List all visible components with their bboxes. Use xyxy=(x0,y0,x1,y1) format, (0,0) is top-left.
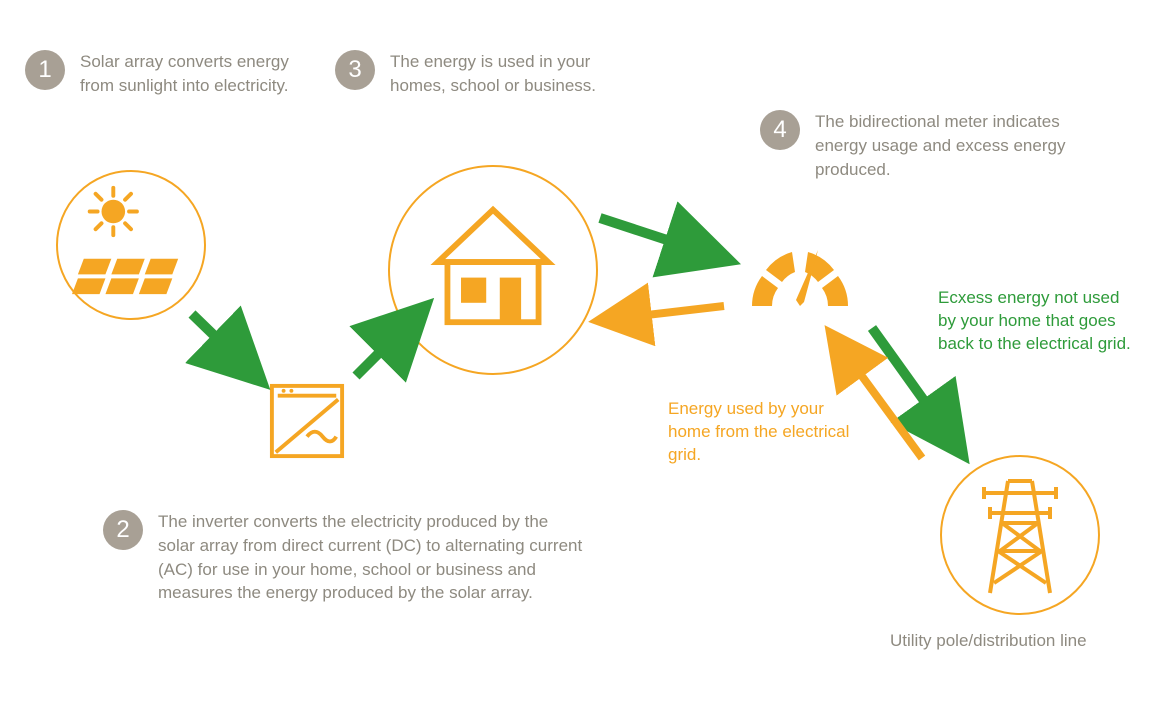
arrow-home-meter xyxy=(600,218,722,258)
meter-icon xyxy=(740,238,860,328)
arrow-meter-home xyxy=(604,306,724,320)
step-text-1: Solar array converts energy from sunligh… xyxy=(80,50,290,98)
note-excess: Ecxess energy not used by your home that… xyxy=(938,287,1138,356)
step-number: 4 xyxy=(773,116,786,144)
arrow-solar-inverter xyxy=(192,314,256,376)
step-number: 2 xyxy=(116,516,129,544)
step-badge-4: 4 xyxy=(760,110,800,150)
step-number: 3 xyxy=(348,56,361,84)
inverter-icon xyxy=(268,382,346,460)
home-icon xyxy=(430,200,556,330)
step-badge-2: 2 xyxy=(103,510,143,550)
solar-icon xyxy=(72,182,190,300)
step-text-4: The bidirectional meter indicates energy… xyxy=(815,110,1105,181)
note-utility: Utility pole/distribution line xyxy=(890,630,1150,653)
step-text-2: The inverter converts the electricity pr… xyxy=(158,510,588,605)
step-badge-1: 1 xyxy=(25,50,65,90)
step-badge-3: 3 xyxy=(335,50,375,90)
utility-icon xyxy=(972,473,1068,597)
step-number: 1 xyxy=(38,56,51,84)
step-text-3: The energy is used in your homes, school… xyxy=(390,50,640,98)
note-used: Energy used by your home from the electr… xyxy=(668,398,868,467)
